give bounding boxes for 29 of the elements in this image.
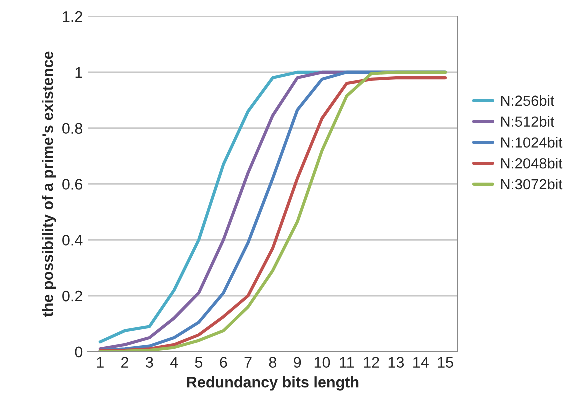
legend-label: N:1024bit	[501, 137, 563, 148]
legend-label: N:256bit	[501, 95, 554, 106]
x-tick-label: 3	[146, 357, 154, 368]
y-tick-label: 1	[76, 67, 82, 78]
x-tick-label: 2	[122, 357, 129, 368]
x-tick-label: 14	[414, 357, 429, 368]
y-tick-label: 0.4	[62, 234, 83, 246]
x-tick-label: 13	[388, 357, 404, 368]
x-tick-label: 7	[244, 357, 252, 368]
x-tick-label: 12	[364, 357, 380, 368]
y-tick-label: 0.8	[62, 123, 83, 134]
legend-label: N:512bit	[501, 116, 554, 128]
x-tick-label: 8	[269, 357, 277, 368]
y-tick-label: 0	[75, 346, 83, 358]
legend-label: N:3072bit	[501, 178, 563, 190]
y-tick-label: 0.2	[62, 290, 82, 302]
legend-label: N:2048bit	[501, 158, 563, 169]
y-tick-label: 0.6	[62, 179, 83, 190]
x-tick-label: 10	[314, 357, 330, 368]
y-tick-label: 1.2	[63, 11, 82, 22]
x-tick-label: 15	[438, 357, 454, 368]
x-tick-label: 4	[170, 357, 178, 368]
x-tick-label: 9	[294, 357, 302, 368]
y-axis-title: the possibility of a prime's existence	[42, 52, 56, 318]
x-tick-label: 5	[195, 357, 203, 368]
x-tick-label: 1	[97, 357, 104, 368]
x-tick-label: 11	[340, 357, 354, 368]
x-axis-title: Redundancy bits length	[187, 376, 359, 391]
x-tick-label: 6	[220, 357, 228, 368]
